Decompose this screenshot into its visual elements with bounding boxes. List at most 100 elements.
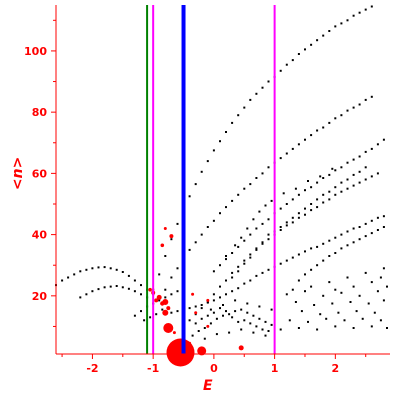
data-point — [191, 334, 194, 337]
highlight-bubble — [154, 298, 159, 303]
data-point — [270, 323, 273, 326]
data-point — [170, 238, 173, 241]
data-point — [316, 181, 319, 184]
x-axis-title: E — [203, 378, 213, 394]
data-point — [231, 276, 234, 279]
highlight-bubble — [156, 294, 162, 300]
data-point — [261, 271, 264, 274]
data-point — [188, 307, 191, 310]
data-point — [261, 86, 264, 89]
data-point — [300, 310, 303, 313]
data-point — [219, 296, 221, 299]
x-tick-label: -2 — [86, 362, 98, 375]
data-point — [212, 299, 215, 302]
highlight-bubble — [169, 234, 174, 239]
data-point — [285, 259, 288, 262]
data-point — [176, 290, 179, 293]
data-point — [334, 169, 337, 172]
data-point — [267, 238, 270, 241]
data-point — [279, 229, 282, 231]
data-point — [258, 317, 261, 320]
data-point — [310, 268, 313, 271]
data-point — [334, 325, 337, 328]
data-point — [170, 293, 173, 296]
data-point — [252, 218, 255, 221]
data-point — [252, 331, 255, 334]
highlight-bubble — [206, 324, 210, 328]
data-point — [285, 203, 288, 205]
data-point — [316, 245, 319, 248]
data-point — [219, 264, 221, 267]
data-point — [370, 325, 373, 328]
y-tick-label: 40 — [32, 229, 48, 242]
data-point — [358, 238, 361, 241]
data-point — [109, 267, 112, 270]
data-point — [322, 259, 325, 262]
data-point — [127, 287, 130, 290]
data-point — [249, 253, 252, 256]
data-point — [310, 186, 313, 189]
data-point — [364, 98, 367, 101]
data-point — [376, 290, 379, 293]
data-point — [313, 304, 316, 306]
data-point — [200, 317, 203, 320]
data-point — [255, 92, 258, 95]
data-point — [352, 158, 355, 161]
data-point — [170, 311, 173, 314]
data-point — [346, 187, 349, 190]
data-point — [200, 233, 203, 236]
data-point — [255, 325, 258, 328]
data-point — [328, 198, 331, 201]
data-point — [355, 310, 358, 313]
data-point — [319, 313, 322, 316]
data-point — [346, 230, 349, 233]
data-point — [243, 106, 246, 109]
data-point — [206, 160, 209, 163]
data-point — [358, 226, 361, 228]
data-point — [243, 319, 246, 322]
data-point — [328, 190, 331, 193]
data-point — [370, 147, 373, 150]
data-point — [328, 239, 331, 242]
data-point — [231, 316, 234, 319]
data-point — [340, 181, 343, 184]
data-point — [103, 286, 106, 289]
data-point — [279, 226, 282, 228]
data-point — [194, 322, 197, 325]
data-point — [243, 259, 246, 262]
data-point — [249, 98, 252, 101]
data-point — [370, 232, 373, 235]
x-tick-label: 1 — [271, 362, 279, 375]
data-point — [361, 317, 364, 320]
data-point — [140, 284, 142, 287]
data-point — [97, 288, 100, 291]
data-point — [234, 244, 237, 247]
data-point — [133, 290, 136, 293]
data-point — [143, 319, 146, 322]
data-point — [328, 173, 331, 176]
data-point — [340, 233, 343, 236]
data-point — [243, 282, 246, 285]
data-point — [219, 285, 221, 288]
data-point — [291, 59, 294, 62]
data-point — [297, 279, 300, 282]
data-point — [304, 48, 306, 51]
data-point — [382, 215, 385, 218]
data-point — [231, 121, 234, 124]
data-point — [209, 308, 212, 311]
data-point — [304, 189, 306, 192]
data-point — [237, 270, 240, 273]
data-point — [267, 330, 270, 332]
data-point — [322, 294, 325, 297]
data-point — [133, 279, 136, 282]
data-point — [249, 322, 252, 325]
data-point — [215, 333, 218, 336]
data-point — [237, 193, 240, 196]
data-point — [255, 248, 258, 251]
data-point — [149, 316, 152, 319]
data-point — [249, 256, 252, 259]
data-point — [188, 248, 191, 251]
data-point — [304, 213, 306, 216]
data-point — [322, 126, 325, 129]
data-point — [200, 307, 203, 310]
